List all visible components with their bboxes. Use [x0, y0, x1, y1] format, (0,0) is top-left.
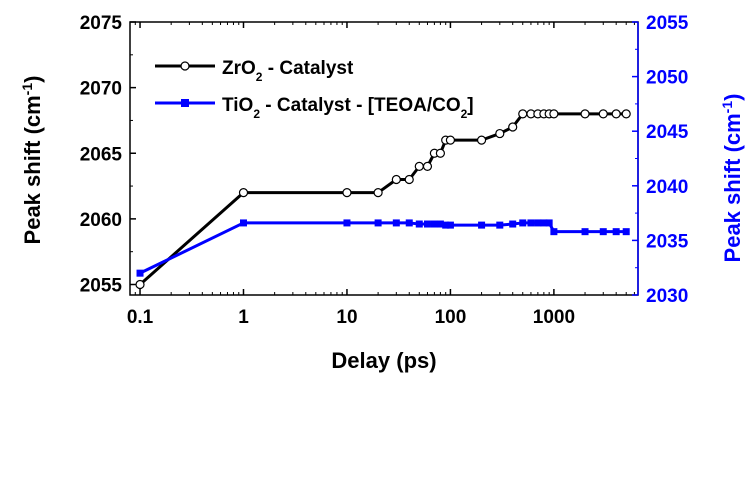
data-point — [549, 109, 559, 119]
y-right-axis-label: Peak shift (cm-1) — [719, 94, 745, 263]
data-point — [446, 221, 454, 229]
data-point — [415, 220, 423, 228]
y-right-tick-label: 2030 — [646, 286, 688, 307]
data-point — [343, 219, 351, 227]
data-point — [414, 161, 424, 171]
data-point — [581, 228, 589, 236]
x-tick-label: 100 — [435, 307, 467, 328]
data-point — [405, 219, 413, 227]
y-left-tick-label: 2055 — [80, 276, 123, 297]
data-point — [404, 174, 414, 185]
data-point — [599, 228, 607, 236]
legend-label-tio2: TiO2 - Catalyst - [TEOA/CO2] — [222, 95, 474, 121]
data-point — [611, 109, 621, 119]
series-line — [139, 112, 627, 286]
data-point — [478, 221, 486, 229]
legend-label-zro2: ZrO2 - Catalyst — [222, 58, 354, 84]
data-point — [422, 161, 433, 171]
ticks-layer: 0.1 1 10 100 1000 2055 2060 2065 2070 2075 2030 203… — [80, 13, 689, 328]
data-point — [342, 188, 352, 198]
data-point — [545, 219, 553, 227]
data-point — [622, 228, 630, 236]
y-left-tick-label: 2070 — [80, 79, 122, 100]
x-tick-label: 10 — [336, 307, 357, 328]
y-right-tick-label: 2040 — [646, 177, 688, 198]
data-point — [518, 109, 528, 119]
data-point — [550, 228, 558, 236]
data-point — [436, 220, 444, 228]
x-axis-label: Delay (ps) — [331, 348, 436, 373]
data-point — [423, 220, 431, 228]
data-point — [508, 122, 518, 132]
data-point — [430, 220, 438, 228]
data-point — [476, 135, 487, 145]
data-point — [239, 219, 247, 227]
legend-marker-zro2 — [180, 61, 190, 71]
series-layer — [135, 109, 631, 290]
legend-marker-tio2 — [181, 99, 189, 107]
series-tio2 — [136, 219, 630, 277]
data-point — [135, 279, 145, 290]
data-point — [509, 220, 517, 228]
x-tick-label: 1 — [238, 307, 249, 328]
y-right-tick-label: 2045 — [646, 122, 689, 143]
data-point — [238, 188, 249, 198]
data-point — [598, 109, 608, 119]
legend: ZrO2 - Catalyst TiO2 - Catalyst - [TEOA/… — [155, 58, 474, 121]
data-point — [391, 174, 401, 185]
data-point — [136, 269, 144, 277]
data-point — [495, 128, 505, 139]
y-left-tick-label: 2060 — [80, 210, 122, 231]
data-point — [540, 219, 548, 227]
data-point — [442, 221, 450, 229]
plot-frame — [129, 21, 639, 296]
data-point — [373, 188, 383, 198]
data-point — [435, 148, 445, 158]
x-tick-label: 0.1 — [127, 307, 154, 328]
y-left-axis-label: Peak shift (cm-1) — [19, 76, 45, 245]
y-left-tick-label: 2065 — [80, 144, 123, 165]
data-point — [519, 219, 527, 227]
y-right-tick-label: 2035 — [646, 231, 689, 252]
data-point — [580, 109, 590, 119]
x-tick-label: 1000 — [533, 307, 575, 328]
y-left-tick-label: 2075 — [80, 13, 123, 34]
data-point — [392, 219, 400, 227]
data-point — [612, 228, 620, 236]
y-right-tick-label: 2050 — [646, 68, 688, 89]
data-point — [374, 219, 382, 227]
data-point — [534, 219, 542, 227]
data-point — [527, 219, 535, 227]
data-point — [445, 135, 456, 145]
series-zro2 — [135, 109, 631, 290]
y-right-tick-label: 2055 — [646, 13, 689, 34]
data-point — [496, 221, 504, 229]
data-point — [621, 109, 631, 119]
